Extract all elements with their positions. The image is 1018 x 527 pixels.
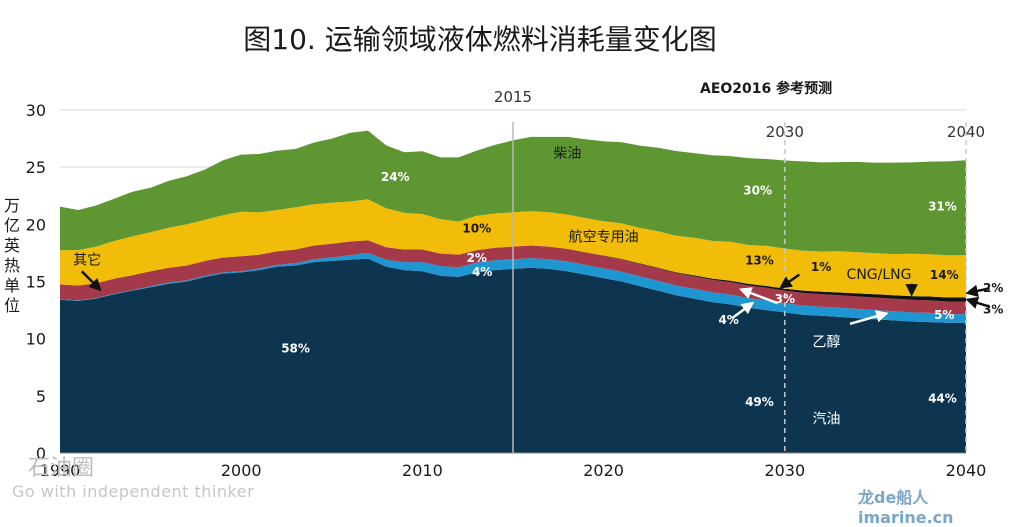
annotation-label: 2% [983, 281, 1003, 295]
annotation-label: 乙醇 [812, 334, 840, 351]
y-tick-label: 5 [36, 387, 46, 406]
annotation-arrow [849, 310, 889, 326]
annotation-label: 24% [381, 170, 410, 184]
annotation-label: 5% [934, 308, 954, 322]
annotation-label: 30% [743, 184, 772, 198]
annotation-label: 4% [472, 265, 492, 279]
marker-label: 2015 [494, 88, 532, 106]
annotation-label: 13% [745, 253, 774, 267]
watermark-brand: 石油圈 [28, 456, 95, 481]
area-series [60, 252, 966, 323]
marker-label: 2030 [766, 123, 804, 141]
y-axis-label: 万亿英热单位 [4, 196, 21, 315]
annotation-label: 2% [467, 251, 487, 265]
area-series [60, 240, 966, 302]
annotation-arrow [738, 287, 778, 305]
annotation-arrow [779, 273, 801, 289]
x-tick-label: 1990 [40, 461, 81, 480]
annotation-label: 49% [745, 395, 774, 409]
annotation-label: 3% [983, 303, 1003, 317]
annotation-label: 1% [811, 260, 831, 274]
annotation-label: 汽油 [812, 411, 840, 427]
annotation-label: 4% [718, 313, 738, 327]
y-tick-label: 25 [26, 158, 46, 177]
marker-label: 2040 [947, 123, 985, 141]
y-tick-label: 0 [36, 444, 46, 463]
watermark-site: 龙de船人 imarine.cn [858, 488, 954, 527]
annotation-arrow [80, 270, 102, 292]
annotation-label: 3% [775, 292, 795, 306]
x-tick-label: 2040 [946, 461, 987, 480]
chart-figure: 图10. 运输领域液体燃料消耗量变化图 AEO2016 参考预测 万亿英热单位 … [4, 23, 1004, 527]
y-tick-label: 30 [26, 101, 46, 120]
x-tick-label: 2030 [764, 461, 805, 480]
annotation-arrow [965, 284, 990, 297]
annotation-label: 31% [928, 200, 957, 214]
chart-title: 图10. 运输领域液体燃料消耗量变化图 [243, 23, 717, 56]
x-tick-label: 2020 [583, 461, 624, 480]
y-tick-label: 15 [26, 273, 46, 292]
y-tick-label: 10 [26, 330, 46, 349]
annotation-label: 其它 [73, 251, 101, 268]
x-tick-label: 2010 [402, 461, 443, 480]
annotation-label: CNG/LNG [847, 267, 912, 283]
annotation-label: 柴油 [553, 146, 581, 162]
watermark-slogan: Go with independent thinker [12, 482, 255, 501]
annotation-arrow [965, 296, 990, 309]
annotation-label: 10% [462, 221, 491, 235]
annotation-label: 58% [281, 341, 310, 355]
x-tick-label: 2000 [221, 461, 262, 480]
annotation-label: 航空专用油 [569, 229, 639, 245]
annotation-arrow [731, 301, 755, 320]
annotation-label: 14% [930, 268, 959, 282]
area-series [60, 199, 966, 298]
area-chart: 0 5 10 15 20 25 30 2015 2030 2040 1990 2000 2010 2020… [26, 88, 1004, 480]
projection-label: AEO2016 参考预测 [700, 81, 833, 97]
annotation-label: 44% [928, 392, 957, 406]
y-tick-label: 20 [26, 215, 46, 234]
